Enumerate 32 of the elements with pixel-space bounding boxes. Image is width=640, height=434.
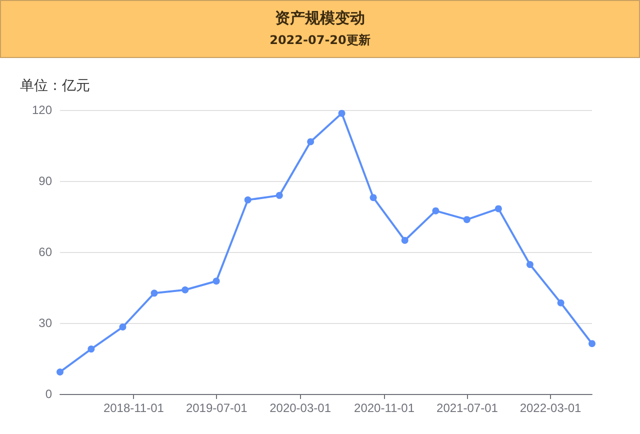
point bbox=[307, 138, 314, 146]
point bbox=[432, 207, 440, 214]
y-axis-title: 单位：亿元 bbox=[20, 77, 90, 93]
point bbox=[494, 205, 502, 212]
point bbox=[588, 340, 596, 348]
x-tick-label: 2020-03-01 bbox=[270, 401, 332, 415]
y-tick-label: 60 bbox=[38, 245, 52, 259]
point bbox=[212, 278, 220, 285]
point bbox=[150, 290, 158, 297]
point bbox=[244, 196, 252, 204]
point bbox=[526, 261, 534, 268]
point bbox=[557, 299, 564, 306]
point bbox=[276, 192, 283, 199]
chart-subtitle: 2022-07-20更新 bbox=[268, 32, 372, 49]
point bbox=[88, 346, 95, 353]
y-tick-label: 30 bbox=[38, 316, 52, 330]
point bbox=[463, 216, 470, 224]
x-tick-label: 2021-07-01 bbox=[436, 401, 498, 415]
point bbox=[182, 286, 189, 294]
point bbox=[338, 110, 346, 117]
x-tick-label: 2018-11-01 bbox=[103, 401, 164, 415]
x-tick-label: 2019-07-01 bbox=[186, 401, 248, 415]
point bbox=[370, 194, 377, 202]
y-tick-label: 90 bbox=[38, 174, 52, 188]
chart-title: 资产规模变动 bbox=[274, 8, 366, 28]
x-tick-label: 2022-03-01 bbox=[520, 401, 582, 415]
y-tick-label: 0 bbox=[45, 387, 52, 401]
y-tick-label: 120 bbox=[32, 103, 52, 117]
point bbox=[119, 324, 126, 331]
point bbox=[56, 368, 64, 376]
x-tick-label: 2020-11-01 bbox=[354, 401, 415, 415]
point bbox=[401, 236, 408, 244]
